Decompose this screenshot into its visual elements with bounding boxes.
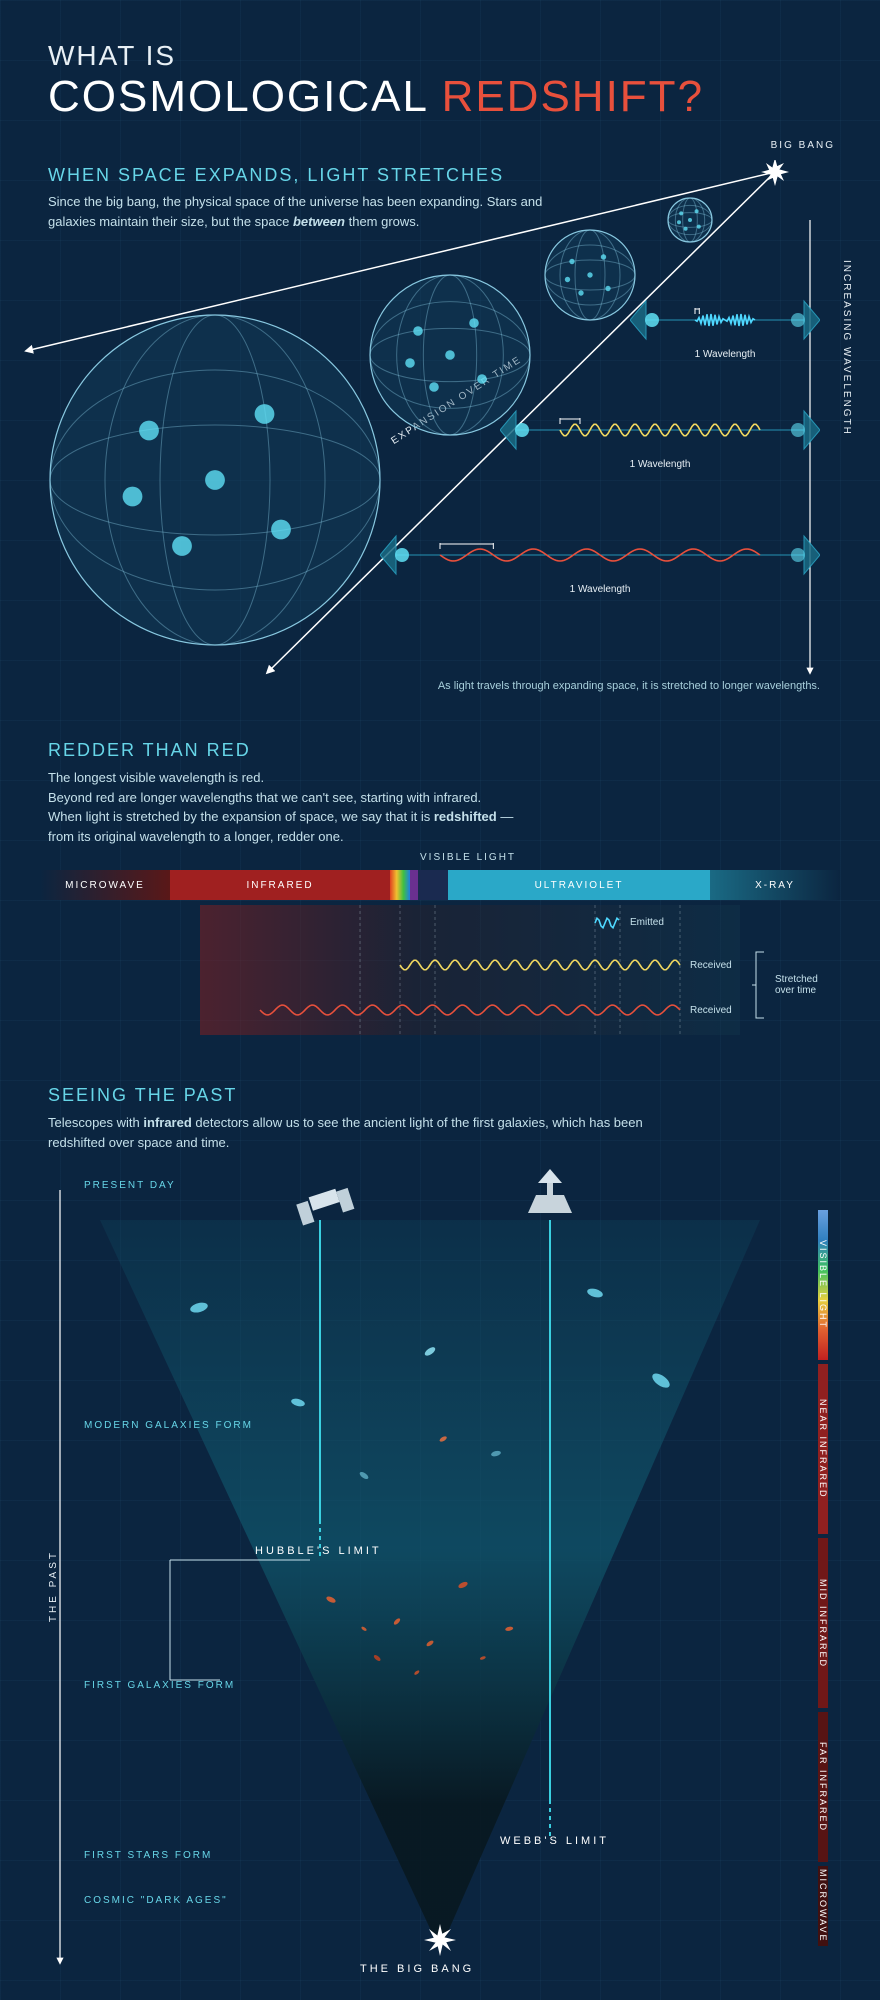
svg-text:1 Wavelength: 1 Wavelength [695,349,756,360]
timeline-event: COSMIC "DARK AGES" [84,1895,228,1906]
webb-limit-label: WEBB'S LIMIT [500,1835,609,1847]
expansion-sphere [50,315,380,645]
spectrum-bar: MICROWAVEINFRARED ULTRAVIOLETX-RAY [40,870,840,900]
bigbang-star-bottom-icon [424,1924,456,1956]
svg-text:1 Wavelength: 1 Wavelength [630,459,691,470]
the-past-label: THE PAST [48,1550,59,1622]
expansion-sphere [668,198,712,242]
increasing-wavelength-label: INCREASING WAVELENGTH [841,260,852,436]
spectrum-band: ULTRAVIOLET [448,870,710,900]
expansion-sphere [545,230,635,320]
spectrum-band [390,870,410,900]
timeline-event: FIRST STARS FORM [84,1850,212,1861]
s1-caption: As light travels through expanding space… [438,680,820,692]
svg-text:1 Wavelength: 1 Wavelength [570,584,631,595]
received-label-1: Received [690,960,732,971]
s3-heading: SEEING THE PAST [48,1085,237,1106]
timeline-event: MODERN GALAXIES FORM [84,1420,253,1431]
stretched-label: Stretched over time [752,950,830,1020]
wavelength-arrow: 1 Wavelength [630,295,820,366]
wavelength-bands: VISIBLE LIGHT NEAR INFRARED MID INFRARED FA… [818,1210,840,1950]
received-label-2: Received [690,1005,732,1016]
bigbang-bottom-label: THE BIG BANG [360,1963,474,1975]
hubble-limit-label: HUBBLE'S LIMIT [255,1545,382,1557]
timeline-event: FIRST GALAXIES FORM [84,1680,235,1691]
webb-icon [528,1169,572,1213]
hubble-icon [296,1188,354,1226]
s2-heading: REDDER THAN RED [48,740,251,761]
visible-light-label: VISIBLE LIGHT [420,852,516,863]
wavelength-band: NEAR INFRARED [818,1364,828,1534]
s2-body: The longest visible wavelength is red.Be… [48,768,698,846]
title-line1: WHAT IS [48,40,704,72]
page-title: WHAT IS COSMOLOGICAL REDSHIFT? [48,40,704,122]
s3-body: Telescopes with infrared detectors allow… [48,1113,698,1152]
title-line2: COSMOLOGICAL REDSHIFT? [48,72,704,122]
spectrum-band: X-RAY [710,870,840,900]
spectrum-band: INFRARED [170,870,390,900]
spectrum-band [418,870,448,900]
wavelength-band: MICROWAVE [818,1866,828,1946]
spectrum-band: MICROWAVE [40,870,170,900]
present-day-label: PRESENT DAY [84,1180,176,1191]
emitted-label: Emitted [630,917,664,928]
wavelength-arrow: 1 Wavelength [500,405,820,476]
wavelength-arrow: 1 Wavelength [380,530,820,601]
bigbang-label: BIG BANG [771,140,835,151]
wavelength-band: MID INFRARED [818,1538,828,1708]
wavelength-band: VISIBLE LIGHT [818,1210,828,1360]
wavelength-band: FAR INFRARED [818,1712,828,1862]
spectrum-band [410,870,418,900]
